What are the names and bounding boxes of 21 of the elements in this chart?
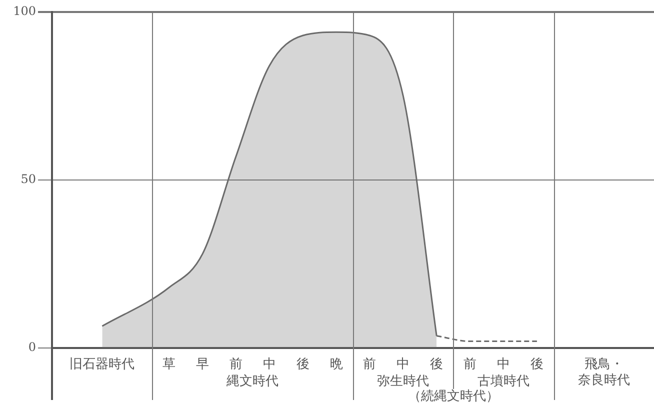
x-tick-label: 草 <box>162 357 176 372</box>
x-tick-label: 中 <box>497 357 510 372</box>
x-tick-label: 前 <box>229 357 242 372</box>
x-tick-label: 前 <box>363 357 376 372</box>
x-tick-label: 後 <box>430 357 444 372</box>
text: （続縄文時代） <box>408 388 499 404</box>
x-tick-label: 早 <box>196 357 209 372</box>
x-tick-label: 中 <box>262 357 276 372</box>
text: 弥生時代 <box>377 374 430 389</box>
text: 古墳時代 <box>478 374 530 389</box>
x-tick-label: 飛鳥・奈良時代 <box>578 357 630 388</box>
x-tick-label: 後 <box>296 357 310 372</box>
x-tick-label: 後 <box>530 357 544 372</box>
x-tick-label: 旧石器時代 <box>70 357 135 372</box>
text: 縄文時代 <box>226 374 279 389</box>
y-tick-label: 50 <box>20 172 36 186</box>
x-tick-label: 前 <box>464 357 477 372</box>
y-tick-label: 0 <box>28 340 36 354</box>
x-tick-label: 中 <box>396 357 410 372</box>
y-tick-label: 100 <box>13 4 36 18</box>
x-tick-label: 晩 <box>330 357 343 372</box>
